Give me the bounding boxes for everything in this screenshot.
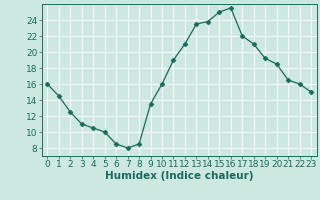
X-axis label: Humidex (Indice chaleur): Humidex (Indice chaleur) — [105, 171, 253, 181]
